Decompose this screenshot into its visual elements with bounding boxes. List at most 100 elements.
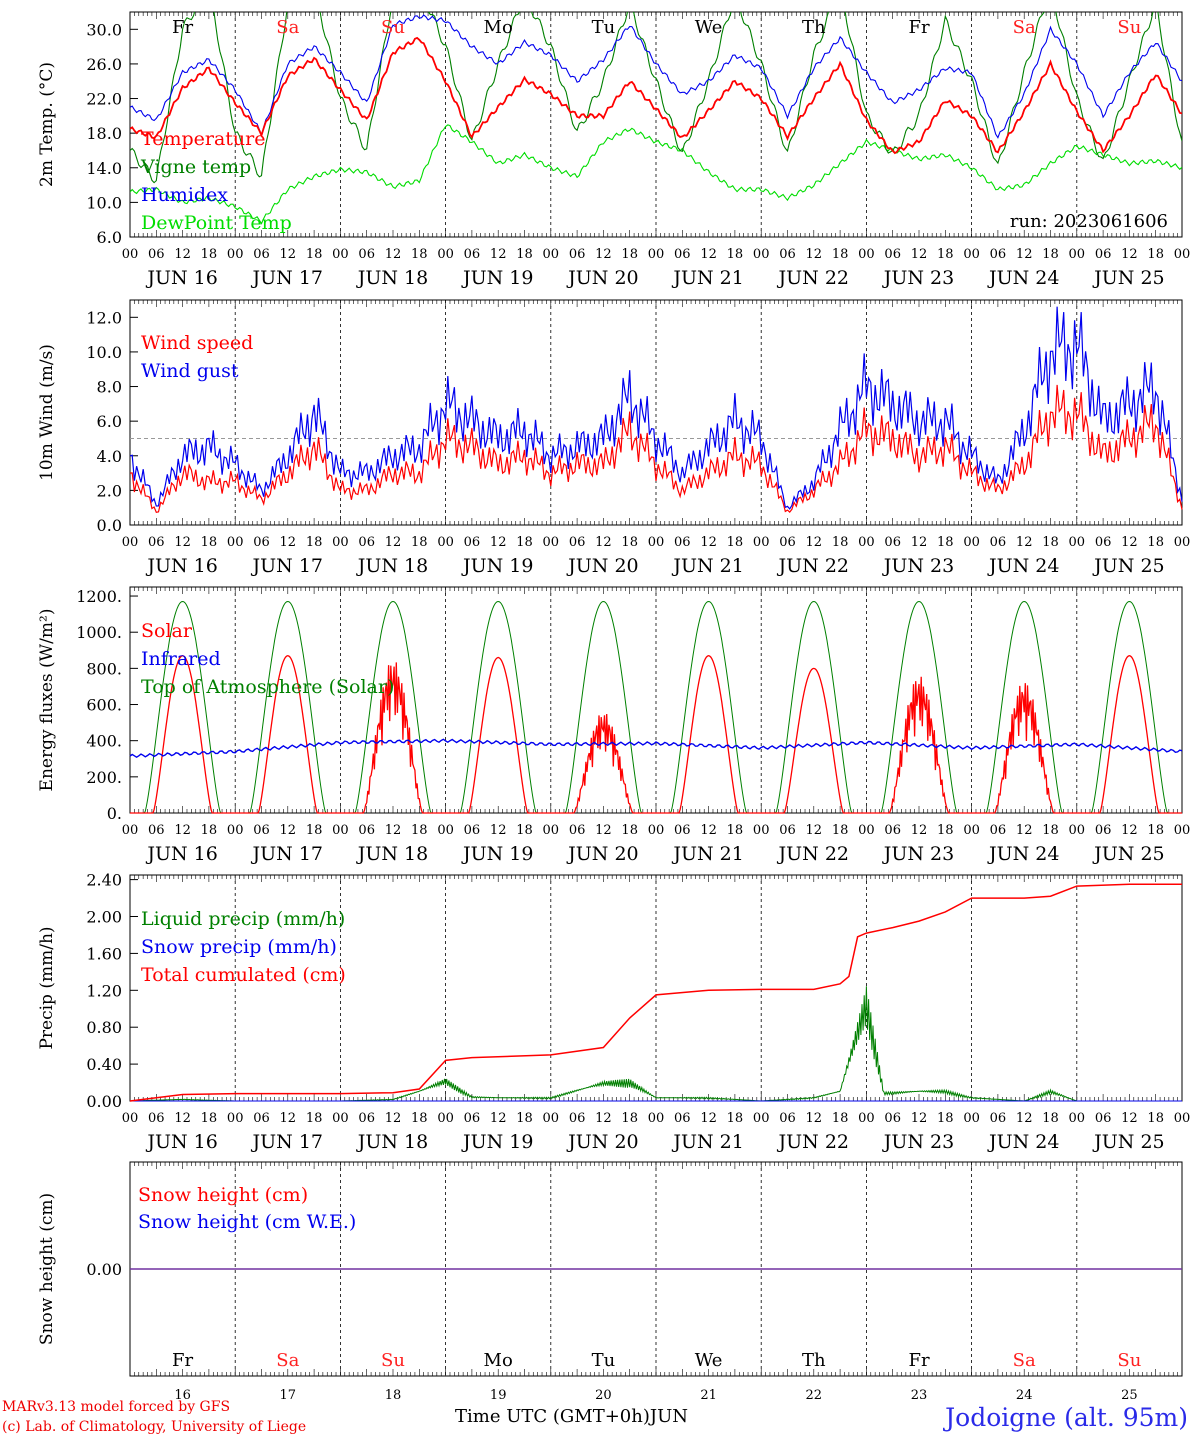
day-number-label: 24 [1016, 1388, 1033, 1403]
station-name: Jodoigne (alt. 95m) [945, 1403, 1188, 1432]
y-tick-label: 1200. [76, 587, 122, 606]
hour-label: 00 [543, 535, 560, 550]
hour-label: 18 [937, 535, 954, 550]
hour-label: 12 [806, 823, 823, 838]
date-label: JUN 23 [882, 843, 954, 865]
hour-label: 00 [543, 1111, 560, 1126]
date-label: JUN 18 [356, 555, 428, 577]
y-tick-label: 1.20 [86, 981, 122, 1000]
hour-label: 00 [437, 823, 454, 838]
date-label: JUN 25 [1092, 555, 1164, 577]
hour-label: 12 [490, 535, 507, 550]
hour-label: 06 [148, 823, 165, 838]
hour-label: 18 [1042, 823, 1059, 838]
y-tick-label: 200. [86, 768, 122, 787]
hour-label: 00 [753, 823, 770, 838]
hour-label: 00 [332, 823, 349, 838]
hour-label: 00 [648, 247, 665, 262]
y-tick-label: 800. [86, 659, 122, 678]
hour-label: 18 [411, 535, 428, 550]
hour-label: 00 [1069, 823, 1086, 838]
hour-label: 00 [227, 1111, 244, 1126]
dow-label: Su [1117, 17, 1141, 38]
date-label: JUN 22 [777, 1131, 849, 1153]
hour-label: 06 [674, 535, 691, 550]
hour-label: 00 [122, 535, 139, 550]
hour-label: 06 [884, 247, 901, 262]
date-label: JUN 17 [251, 1131, 323, 1153]
date-label: JUN 21 [671, 1131, 743, 1153]
hour-label: 12 [700, 535, 717, 550]
hour-label: 18 [621, 247, 638, 262]
hour-label: 12 [1016, 247, 1033, 262]
y-axis-label: 10m Wind (m/s) [37, 344, 57, 481]
legend-wind-speed: Wind speed [141, 332, 253, 354]
hour-label: 12 [595, 247, 612, 262]
date-label: JUN 19 [461, 1131, 533, 1153]
date-label: JUN 22 [777, 843, 849, 865]
hour-label: 18 [306, 823, 323, 838]
legend-top-of-atmosphere-solar: Top of Atmosphere (Solar) [141, 676, 394, 698]
y-tick-label: 18.0 [86, 124, 122, 143]
run-label: run: 2023061606 [1010, 211, 1168, 232]
hour-label: 12 [911, 535, 928, 550]
hour-label: 18 [201, 823, 218, 838]
legend-wind-gust: Wind gust [141, 360, 239, 382]
hour-label: 12 [595, 823, 612, 838]
y-tick-label: 10.0 [86, 343, 122, 362]
hour-label: 00 [332, 247, 349, 262]
hour-label: 00 [648, 1111, 665, 1126]
y-tick-label: 2.40 [86, 871, 122, 890]
legend-snow-height-cm-we: Snow height (cm W.E.) [138, 1211, 356, 1233]
hour-label: 00 [963, 1111, 980, 1126]
hour-label: 06 [569, 247, 586, 262]
date-label: JUN 18 [356, 267, 428, 289]
credit-model: MARv3.13 model forced by GFS [2, 1399, 231, 1415]
y-tick-label: 22.0 [86, 90, 122, 109]
date-label: JUN 21 [671, 843, 743, 865]
hour-label: 12 [280, 247, 297, 262]
y-tick-label: 0.80 [86, 1018, 122, 1037]
hour-label: 06 [674, 247, 691, 262]
hour-label: 18 [1042, 535, 1059, 550]
y-axis-label: Energy fluxes (W/m²) [37, 609, 57, 792]
date-label: JUN 20 [566, 1131, 638, 1153]
dow-label: We [695, 1350, 723, 1371]
hour-label: 18 [411, 1111, 428, 1126]
y-tick-label: 0.00 [86, 1092, 122, 1111]
day-number-label: 19 [490, 1388, 507, 1403]
legend-vigne-temp: Vigne temp [140, 156, 251, 178]
hour-label: 00 [1069, 535, 1086, 550]
hour-label: 00 [963, 823, 980, 838]
series-infrared [129, 738, 1183, 759]
hour-label: 18 [727, 247, 744, 262]
hour-label: 00 [753, 247, 770, 262]
y-tick-label: 2.0 [97, 481, 122, 500]
legend-temperature: Temperature [141, 128, 265, 150]
date-label: JUN 25 [1092, 843, 1164, 865]
y-tick-label: 600. [86, 696, 122, 715]
dow-label: Fr [908, 17, 929, 38]
hour-label: 12 [174, 823, 191, 838]
hour-label: 12 [1016, 535, 1033, 550]
hour-label: 18 [516, 247, 533, 262]
hour-label: 18 [1042, 1111, 1059, 1126]
hour-label: 00 [437, 535, 454, 550]
dow-label: Fr [908, 1350, 929, 1371]
panel-frame [129, 299, 1183, 526]
hour-label: 18 [516, 1111, 533, 1126]
hour-label: 06 [990, 535, 1007, 550]
y-tick-label: 6.0 [97, 228, 122, 247]
hour-label: 18 [1042, 247, 1059, 262]
hour-label: 06 [464, 247, 481, 262]
date-label: JUN 20 [566, 555, 638, 577]
hour-label: 12 [280, 823, 297, 838]
hour-label: 12 [1121, 1111, 1138, 1126]
y-tick-label: 10.0 [86, 193, 122, 212]
hour-label: 06 [253, 535, 270, 550]
hour-label: 06 [358, 535, 375, 550]
hour-label: 06 [674, 1111, 691, 1126]
hour-label: 00 [648, 535, 665, 550]
date-label: JUN 24 [987, 267, 1059, 289]
